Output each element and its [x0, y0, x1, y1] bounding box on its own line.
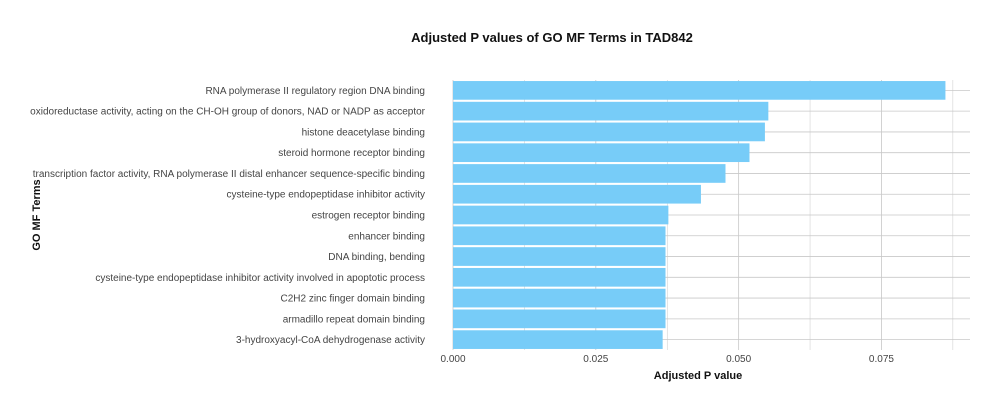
bar [453, 247, 666, 266]
category-label: enhancer binding [348, 231, 425, 242]
x-axis-title: Adjusted P value [654, 370, 742, 382]
x-tick-labels: 0.000 0.025 0.050 0.075 [440, 354, 894, 365]
category-label: DNA binding, bending [328, 252, 425, 263]
bar [453, 81, 946, 100]
x-tick-label: 0.075 [869, 354, 894, 365]
bar [453, 205, 669, 225]
bar [453, 309, 666, 329]
category-label: steroid hormone receptor binding [278, 148, 425, 159]
bar [453, 164, 726, 183]
category-label: 3-hydroxyacyl-CoA dehydrogenase activity [236, 335, 425, 346]
x-tick-label: 0.050 [726, 354, 751, 365]
bars [453, 81, 946, 349]
bar [453, 101, 769, 121]
bar [453, 143, 750, 163]
category-label: histone deacetylase binding [302, 127, 425, 138]
category-label: estrogen receptor binding [312, 211, 425, 222]
bar [453, 184, 701, 204]
category-label: armadillo repeat domain binding [283, 314, 425, 325]
category-label: cysteine-type endopeptidase inhibitor ac… [95, 273, 425, 284]
bar [453, 288, 666, 308]
x-tick-label: 0.025 [583, 354, 608, 365]
category-label: C2H2 zinc finger domain binding [280, 294, 425, 305]
category-label: RNA polymerase II regulatory region DNA … [205, 86, 425, 97]
category-label: transcription factor activity, RNA polym… [33, 169, 425, 180]
category-label: cysteine-type endopeptidase inhibitor ac… [227, 190, 425, 201]
bar [453, 267, 666, 287]
bar [453, 226, 666, 246]
category-label: oxidoreductase activity, acting on the C… [30, 107, 425, 118]
x-tick-label: 0.000 [440, 354, 465, 365]
chart-title: Adjusted P values of GO MF Terms in TAD8… [411, 30, 693, 45]
bar [453, 330, 663, 349]
category-labels: RNA polymerase II regulatory region DNA … [30, 86, 425, 346]
bar [453, 122, 765, 142]
y-axis-title: GO MF Terms [31, 179, 43, 250]
